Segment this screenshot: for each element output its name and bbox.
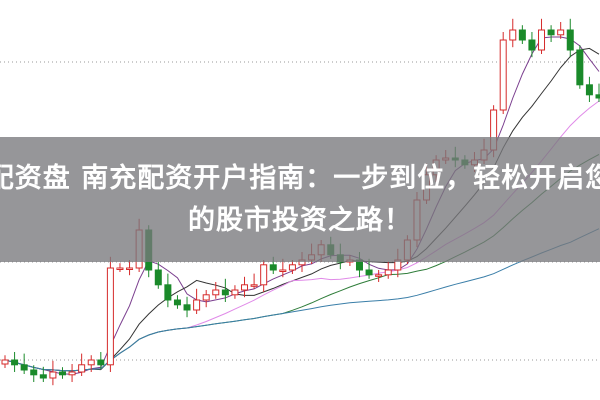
candle-body xyxy=(576,49,584,86)
candle-body xyxy=(193,299,201,311)
candle-body xyxy=(221,289,229,296)
candle-body xyxy=(585,84,593,96)
candle-body xyxy=(557,29,565,36)
candle-body xyxy=(250,284,258,287)
candle-body xyxy=(116,267,124,270)
candle-body xyxy=(231,289,239,296)
candle-body xyxy=(212,289,220,296)
ma60-line xyxy=(4,228,600,372)
candle-body xyxy=(183,304,191,311)
candle-body xyxy=(1,359,9,365)
candle-body xyxy=(384,269,392,276)
candle-body xyxy=(566,29,574,51)
candle-body xyxy=(288,264,296,271)
headline-line-1: 配资盘 南充配资开户指南：一步到位，轻松开启您 xyxy=(0,162,600,194)
headline-line-2: 的股市投资之路！ xyxy=(188,204,412,236)
candle-body xyxy=(241,284,249,291)
candle-body xyxy=(87,359,95,366)
candle-body xyxy=(518,29,526,41)
candle-body xyxy=(595,94,600,99)
candle-body xyxy=(126,267,134,270)
candle-body xyxy=(49,371,57,379)
candle-body xyxy=(269,264,277,271)
candle-body xyxy=(375,274,383,277)
candle-body xyxy=(202,294,210,301)
candle-body xyxy=(58,371,66,376)
candle-body xyxy=(97,359,105,366)
candle-body xyxy=(509,29,517,41)
candle-body xyxy=(164,284,172,301)
candle-body xyxy=(20,364,28,371)
candle-body xyxy=(173,299,181,306)
candle-body xyxy=(68,371,76,376)
headline-banner: 配资盘 南充配资开户指南：一步到位，轻松开启您 的股市投资之路！ xyxy=(0,137,600,262)
candle-body xyxy=(78,364,86,373)
candle-body xyxy=(39,374,47,379)
candle-body xyxy=(260,264,268,286)
candle-body xyxy=(30,369,38,376)
candle-body xyxy=(499,39,507,111)
candle-body xyxy=(365,269,373,276)
candle-body xyxy=(106,267,114,366)
candle-body xyxy=(11,359,19,366)
candle-body xyxy=(528,39,536,51)
candle-body xyxy=(538,29,546,51)
candle-body xyxy=(547,29,555,36)
candle-body xyxy=(279,269,287,272)
candle-body xyxy=(154,269,162,286)
